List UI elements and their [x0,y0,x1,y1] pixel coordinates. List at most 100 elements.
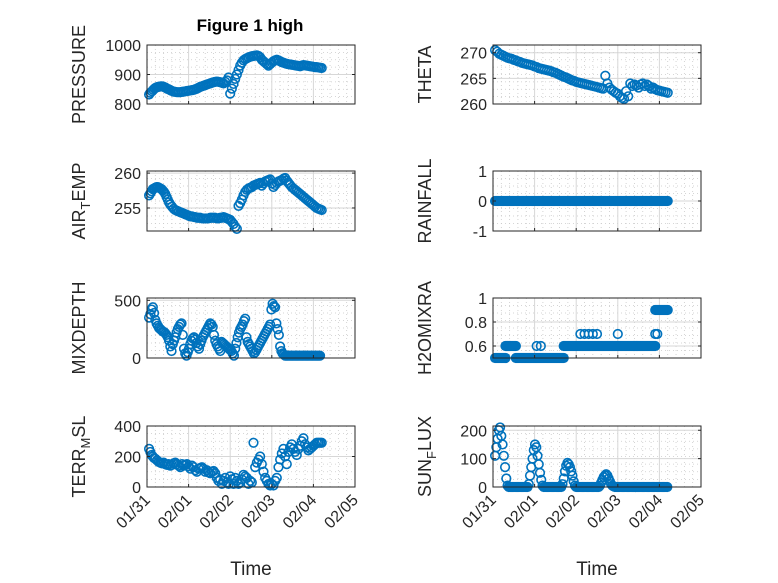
series-markers [489,45,673,104]
data-point [557,479,568,490]
x-axis-label: Time [230,559,272,580]
y-tick-label: 800 [114,97,141,114]
data-point [567,470,578,481]
data-point [298,433,309,444]
y-tick-label: 100 [460,452,487,469]
y-tick-label: 270 [460,46,487,63]
x-tick-label: 02/01 [155,492,195,532]
x-axis-label: Time [576,559,618,580]
series-markers [143,50,327,100]
x-tick-label: 02/02 [197,492,237,532]
data-point [587,328,598,340]
data-point [230,73,241,85]
data-point [241,332,252,343]
data-point [248,437,259,448]
subplot-theta: 260 265 270 THETA [415,44,702,114]
subplot-mixdepth: 0 500 MIXDEPTH [69,281,356,375]
x-tick-label: 02/04 [626,492,666,532]
data-point [272,324,283,335]
data-point [231,69,242,80]
data-point [177,329,188,341]
y-tick-label: 260 [114,166,141,183]
axes-box [492,44,702,105]
subplot-rainfall: -1 0 1 RAINFALL [415,158,702,244]
data-point [534,467,546,478]
y-tick-label: 200 [114,450,141,467]
data-point [271,472,282,483]
y-tick-label: 255 [114,201,141,218]
data-point [275,341,286,352]
data-point [218,78,229,89]
data-point [625,78,636,89]
y-tick-label: 260 [460,97,487,114]
data-point [228,478,239,490]
axes-box [492,425,702,488]
y-tick-label: 200 [460,423,487,440]
subplot-air_temp: 255 260 AIRTEMP [69,163,356,240]
data-point [591,328,603,340]
data-point [275,454,286,465]
data-point [566,466,577,477]
data-point [231,337,242,349]
x-tick-label: 02/03 [238,492,278,532]
data-point [270,302,281,313]
y-axis-label: H2OMIXRA [415,281,435,375]
data-point [637,78,648,89]
data-point [497,439,508,450]
data-point [271,318,282,329]
y-tick-label: -1 [473,224,487,241]
subplot-pressure: 800 900 1000 PRESSURE [69,25,356,124]
y-axis-label: AIRTEMP [69,163,93,240]
data-point [276,448,287,459]
data-point [621,86,632,97]
data-point [291,449,302,461]
y-tick-label: 900 [114,68,141,85]
y-axis-label: TERRMSL [69,416,93,498]
data-point [662,87,673,98]
data-point [147,302,158,313]
data-point [510,340,521,352]
x-tick-label: 02/02 [543,492,583,532]
data-point [281,459,292,470]
y-axis-label: THETA [415,46,435,104]
data-point [558,473,569,484]
data-point [148,307,160,319]
y-tick-label: 1 [478,164,487,181]
y-axis-label: MIXDEPTH [69,281,89,374]
y-tick-label: 0 [478,194,487,211]
axes-box [146,297,356,359]
x-tick-label: 01/31 [459,492,499,532]
data-point [166,345,177,357]
series-markers [143,172,327,235]
data-point [314,350,326,361]
data-point [316,437,327,448]
data-point [623,91,634,102]
y-tick-label: 0.6 [465,339,487,356]
subplot-terr_msl: 0 200 400 01/31 02/01 02/02 02/03 02/04 02/05 Tim… [69,416,362,580]
y-tick-label: 0 [132,351,141,368]
data-point [265,319,276,330]
series-markers [489,195,673,207]
y-tick-label: 0 [132,480,141,497]
x-tick-label: 02/05 [321,492,361,532]
data-point [238,469,249,480]
x-tick-label: 01/31 [113,492,153,532]
x-tick-label: 02/03 [584,492,624,532]
y-tick-label: 0.8 [465,315,487,332]
data-point [228,350,240,361]
data-point [273,329,284,341]
y-tick-label: 0 [478,480,487,497]
data-point [535,340,546,352]
y-tick-label: 1000 [105,38,141,55]
series-markers [143,298,326,361]
x-tick-label: 02/01 [501,492,541,532]
data-point [316,204,327,216]
data-point [176,318,187,329]
data-point [612,328,623,340]
axes-box [492,297,702,359]
axes-box [146,170,356,232]
data-point [499,462,511,473]
data-point [662,195,673,207]
